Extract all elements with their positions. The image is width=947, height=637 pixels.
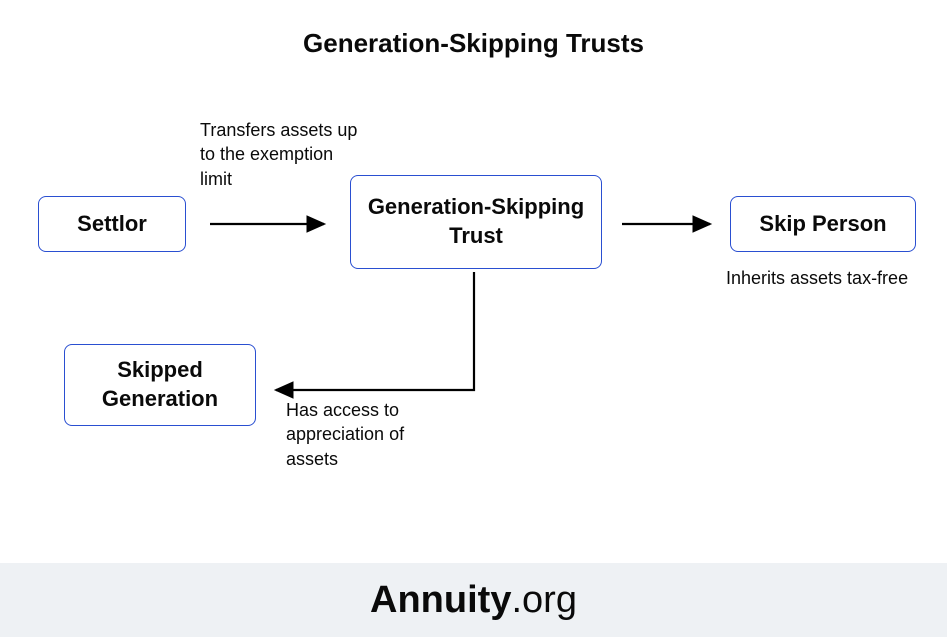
node-trust: Generation-Skipping Trust <box>350 175 602 269</box>
diagram-title: Generation-Skipping Trusts <box>0 28 947 59</box>
footer-brand-bar: Annuity.org <box>0 563 947 637</box>
node-settlor: Settlor <box>38 196 186 252</box>
arrows-layer <box>0 0 947 637</box>
caption-inherits-tax-free: Inherits assets tax-free <box>726 266 936 290</box>
brand-name: Annuity <box>370 579 511 622</box>
caption-transfers-assets: Transfers assets up to the exemption lim… <box>200 118 370 191</box>
node-skipped-generation: Skipped Generation <box>64 344 256 426</box>
caption-has-access: Has access to appreciation of assets <box>286 398 446 471</box>
brand-suffix: .org <box>511 579 576 622</box>
node-skip-person: Skip Person <box>730 196 916 252</box>
